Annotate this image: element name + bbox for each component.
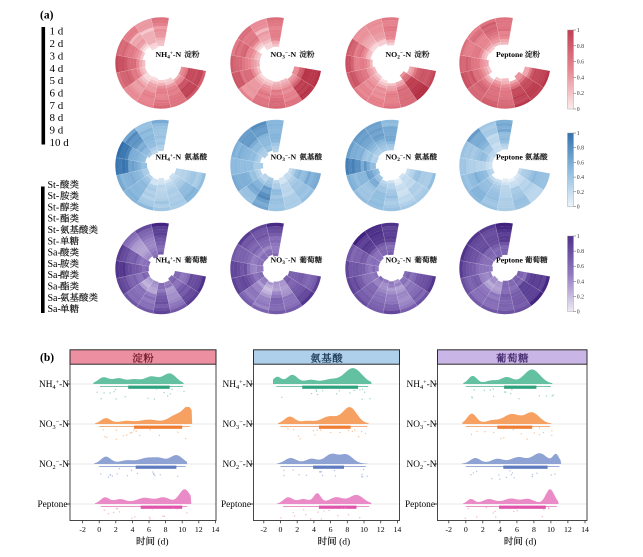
svg-text:Peptone: Peptone <box>496 153 523 162</box>
svg-text:0.2: 0.2 <box>577 190 584 196</box>
svg-text:(d): (d) <box>339 537 350 548</box>
svg-text:12: 12 <box>195 525 203 534</box>
svg-text:NO3−-N: NO3−-N <box>39 419 69 431</box>
svg-text:NO2−-N: NO2−-N <box>223 459 253 471</box>
svg-text:2: 2 <box>114 525 118 534</box>
svg-text:2: 2 <box>295 525 299 534</box>
svg-text:4: 4 <box>130 525 134 534</box>
svg-text:12: 12 <box>564 525 572 534</box>
svg-text:Sa-: Sa- <box>48 259 61 270</box>
svg-text:10: 10 <box>547 525 555 534</box>
svg-text:0.2: 0.2 <box>577 91 584 97</box>
svg-text:14: 14 <box>581 525 589 534</box>
svg-text:NH4+-N: NH4+-N <box>39 379 69 391</box>
svg-text:4 d: 4 d <box>50 63 64 75</box>
svg-text:St-: St- <box>48 191 60 202</box>
svg-text:0.6: 0.6 <box>577 160 584 166</box>
svg-text:-2: -2 <box>261 525 268 534</box>
svg-text:1 d: 1 d <box>50 26 64 38</box>
svg-text:NO3−-N: NO3−-N <box>271 256 297 267</box>
svg-text:NH4+-N: NH4+-N <box>156 256 182 267</box>
svg-text:(a): (a) <box>40 10 54 22</box>
svg-text:(d): (d) <box>158 537 169 548</box>
svg-text:1: 1 <box>577 131 580 137</box>
svg-text:6: 6 <box>515 525 519 534</box>
svg-text:10: 10 <box>178 525 186 534</box>
svg-text:Peptone: Peptone <box>38 500 68 510</box>
svg-text:6: 6 <box>147 525 151 534</box>
svg-text:1: 1 <box>577 28 580 34</box>
svg-text:0: 0 <box>577 205 580 211</box>
svg-text:-2: -2 <box>79 525 86 534</box>
svg-text:Sa-: Sa- <box>48 293 61 304</box>
svg-text:4: 4 <box>498 525 502 534</box>
svg-text:8 d: 8 d <box>50 112 64 124</box>
svg-text:5 d: 5 d <box>50 75 64 87</box>
svg-text:7 d: 7 d <box>50 100 64 112</box>
svg-text:12: 12 <box>377 525 385 534</box>
svg-text:St-: St- <box>48 214 60 225</box>
svg-text:0: 0 <box>464 525 468 534</box>
svg-text:Sa-: Sa- <box>48 248 61 259</box>
svg-text:6: 6 <box>329 525 333 534</box>
svg-text:0: 0 <box>279 525 283 534</box>
svg-text:NO2−-N: NO2−-N <box>407 459 437 471</box>
svg-text:10: 10 <box>360 525 368 534</box>
svg-text:0.4: 0.4 <box>577 175 584 181</box>
svg-text:0.8: 0.8 <box>577 44 584 50</box>
svg-text:3 d: 3 d <box>50 50 64 62</box>
svg-text:8: 8 <box>532 525 536 534</box>
svg-text:St-: St- <box>48 180 60 191</box>
svg-text:0.2: 0.2 <box>577 294 584 300</box>
svg-text:NO3−-N: NO3−-N <box>223 419 253 431</box>
svg-text:Sa-: Sa- <box>48 304 61 315</box>
svg-text:Peptone: Peptone <box>496 256 523 265</box>
svg-text:Sa-: Sa- <box>48 282 61 293</box>
svg-text:2: 2 <box>481 525 485 534</box>
svg-text:0.6: 0.6 <box>577 264 584 270</box>
svg-text:-2: -2 <box>446 525 453 534</box>
svg-text:0.4: 0.4 <box>577 75 584 81</box>
svg-text:4: 4 <box>312 525 316 534</box>
svg-text:14: 14 <box>394 525 402 534</box>
svg-text:Sa-: Sa- <box>48 270 61 281</box>
svg-text:(b): (b) <box>40 352 54 364</box>
svg-text:0.4: 0.4 <box>577 279 584 285</box>
svg-text:St-: St- <box>48 225 60 236</box>
svg-text:NH4+-N: NH4+-N <box>407 379 437 391</box>
svg-text:0.8: 0.8 <box>577 146 584 152</box>
svg-text:NO2−-N: NO2−-N <box>39 459 69 471</box>
svg-text:NO3−-N: NO3−-N <box>407 419 437 431</box>
svg-text:Peptone: Peptone <box>496 50 523 59</box>
svg-text:0.6: 0.6 <box>577 60 584 66</box>
svg-text:9 d: 9 d <box>50 125 64 137</box>
svg-text:14: 14 <box>212 525 220 534</box>
svg-text:NO2−-N: NO2−-N <box>386 50 412 61</box>
svg-text:0.8: 0.8 <box>577 249 584 255</box>
svg-text:0: 0 <box>97 525 101 534</box>
svg-text:St-: St- <box>48 202 60 213</box>
svg-text:NO3−-N: NO3−-N <box>271 153 297 164</box>
svg-text:NH4+-N: NH4+-N <box>156 50 182 61</box>
svg-text:0: 0 <box>577 107 580 113</box>
svg-text:Peptone: Peptone <box>405 500 435 510</box>
svg-text:6 d: 6 d <box>50 88 64 100</box>
svg-text:NH4+-N: NH4+-N <box>156 153 182 164</box>
svg-text:10 d: 10 d <box>50 137 70 149</box>
svg-text:NO2−-N: NO2−-N <box>386 256 412 267</box>
svg-text:NH4+-N: NH4+-N <box>223 379 253 391</box>
svg-text:8: 8 <box>164 525 168 534</box>
svg-text:NO3−-N: NO3−-N <box>271 50 297 61</box>
svg-text:2 d: 2 d <box>50 38 64 50</box>
svg-text:(d): (d) <box>525 537 536 548</box>
svg-text:0: 0 <box>577 310 580 316</box>
svg-text:NO2−-N: NO2−-N <box>386 153 412 164</box>
svg-text:1: 1 <box>577 234 580 240</box>
svg-text:St-: St- <box>48 236 60 247</box>
svg-text:8: 8 <box>345 525 349 534</box>
svg-text:Peptone: Peptone <box>221 500 251 510</box>
